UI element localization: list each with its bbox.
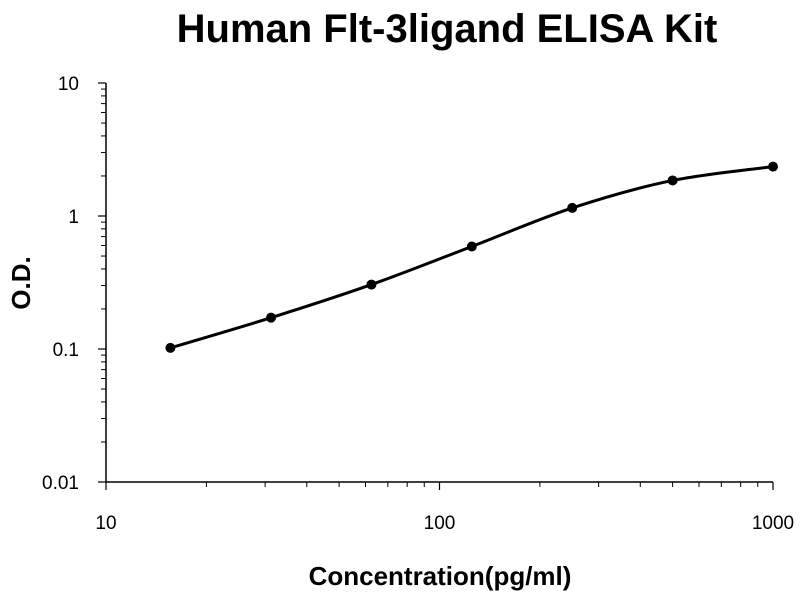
chart-title: Human Flt-3ligand ELISA Kit <box>177 7 718 51</box>
data-point <box>567 202 578 213</box>
data-point <box>466 241 477 252</box>
y-tick-label: 0.01 <box>42 473 79 494</box>
data-point <box>165 342 176 353</box>
x-axis-label: Concentration(pg/ml) <box>309 561 572 591</box>
x-tick-label: 100 <box>424 513 456 534</box>
x-tick-label: 1000 <box>752 513 794 534</box>
y-tick-label: 10 <box>58 74 79 95</box>
x-tick-label: 10 <box>95 513 116 534</box>
data-points <box>165 161 778 353</box>
y-ticks: 0.01 0.1 1 10 <box>42 74 106 494</box>
fit-curve-line <box>168 165 775 350</box>
fit-curve-group <box>168 165 775 350</box>
y-tick-label: 1 <box>68 207 79 228</box>
data-point <box>768 161 778 172</box>
x-ticks: 10 100 1000 <box>95 482 794 534</box>
data-point <box>667 175 678 186</box>
y-tick-label: 0.1 <box>53 340 79 361</box>
data-point <box>366 279 377 290</box>
y-axis-label: O.D. <box>6 256 36 309</box>
axes <box>105 83 773 483</box>
data-point <box>266 312 277 323</box>
